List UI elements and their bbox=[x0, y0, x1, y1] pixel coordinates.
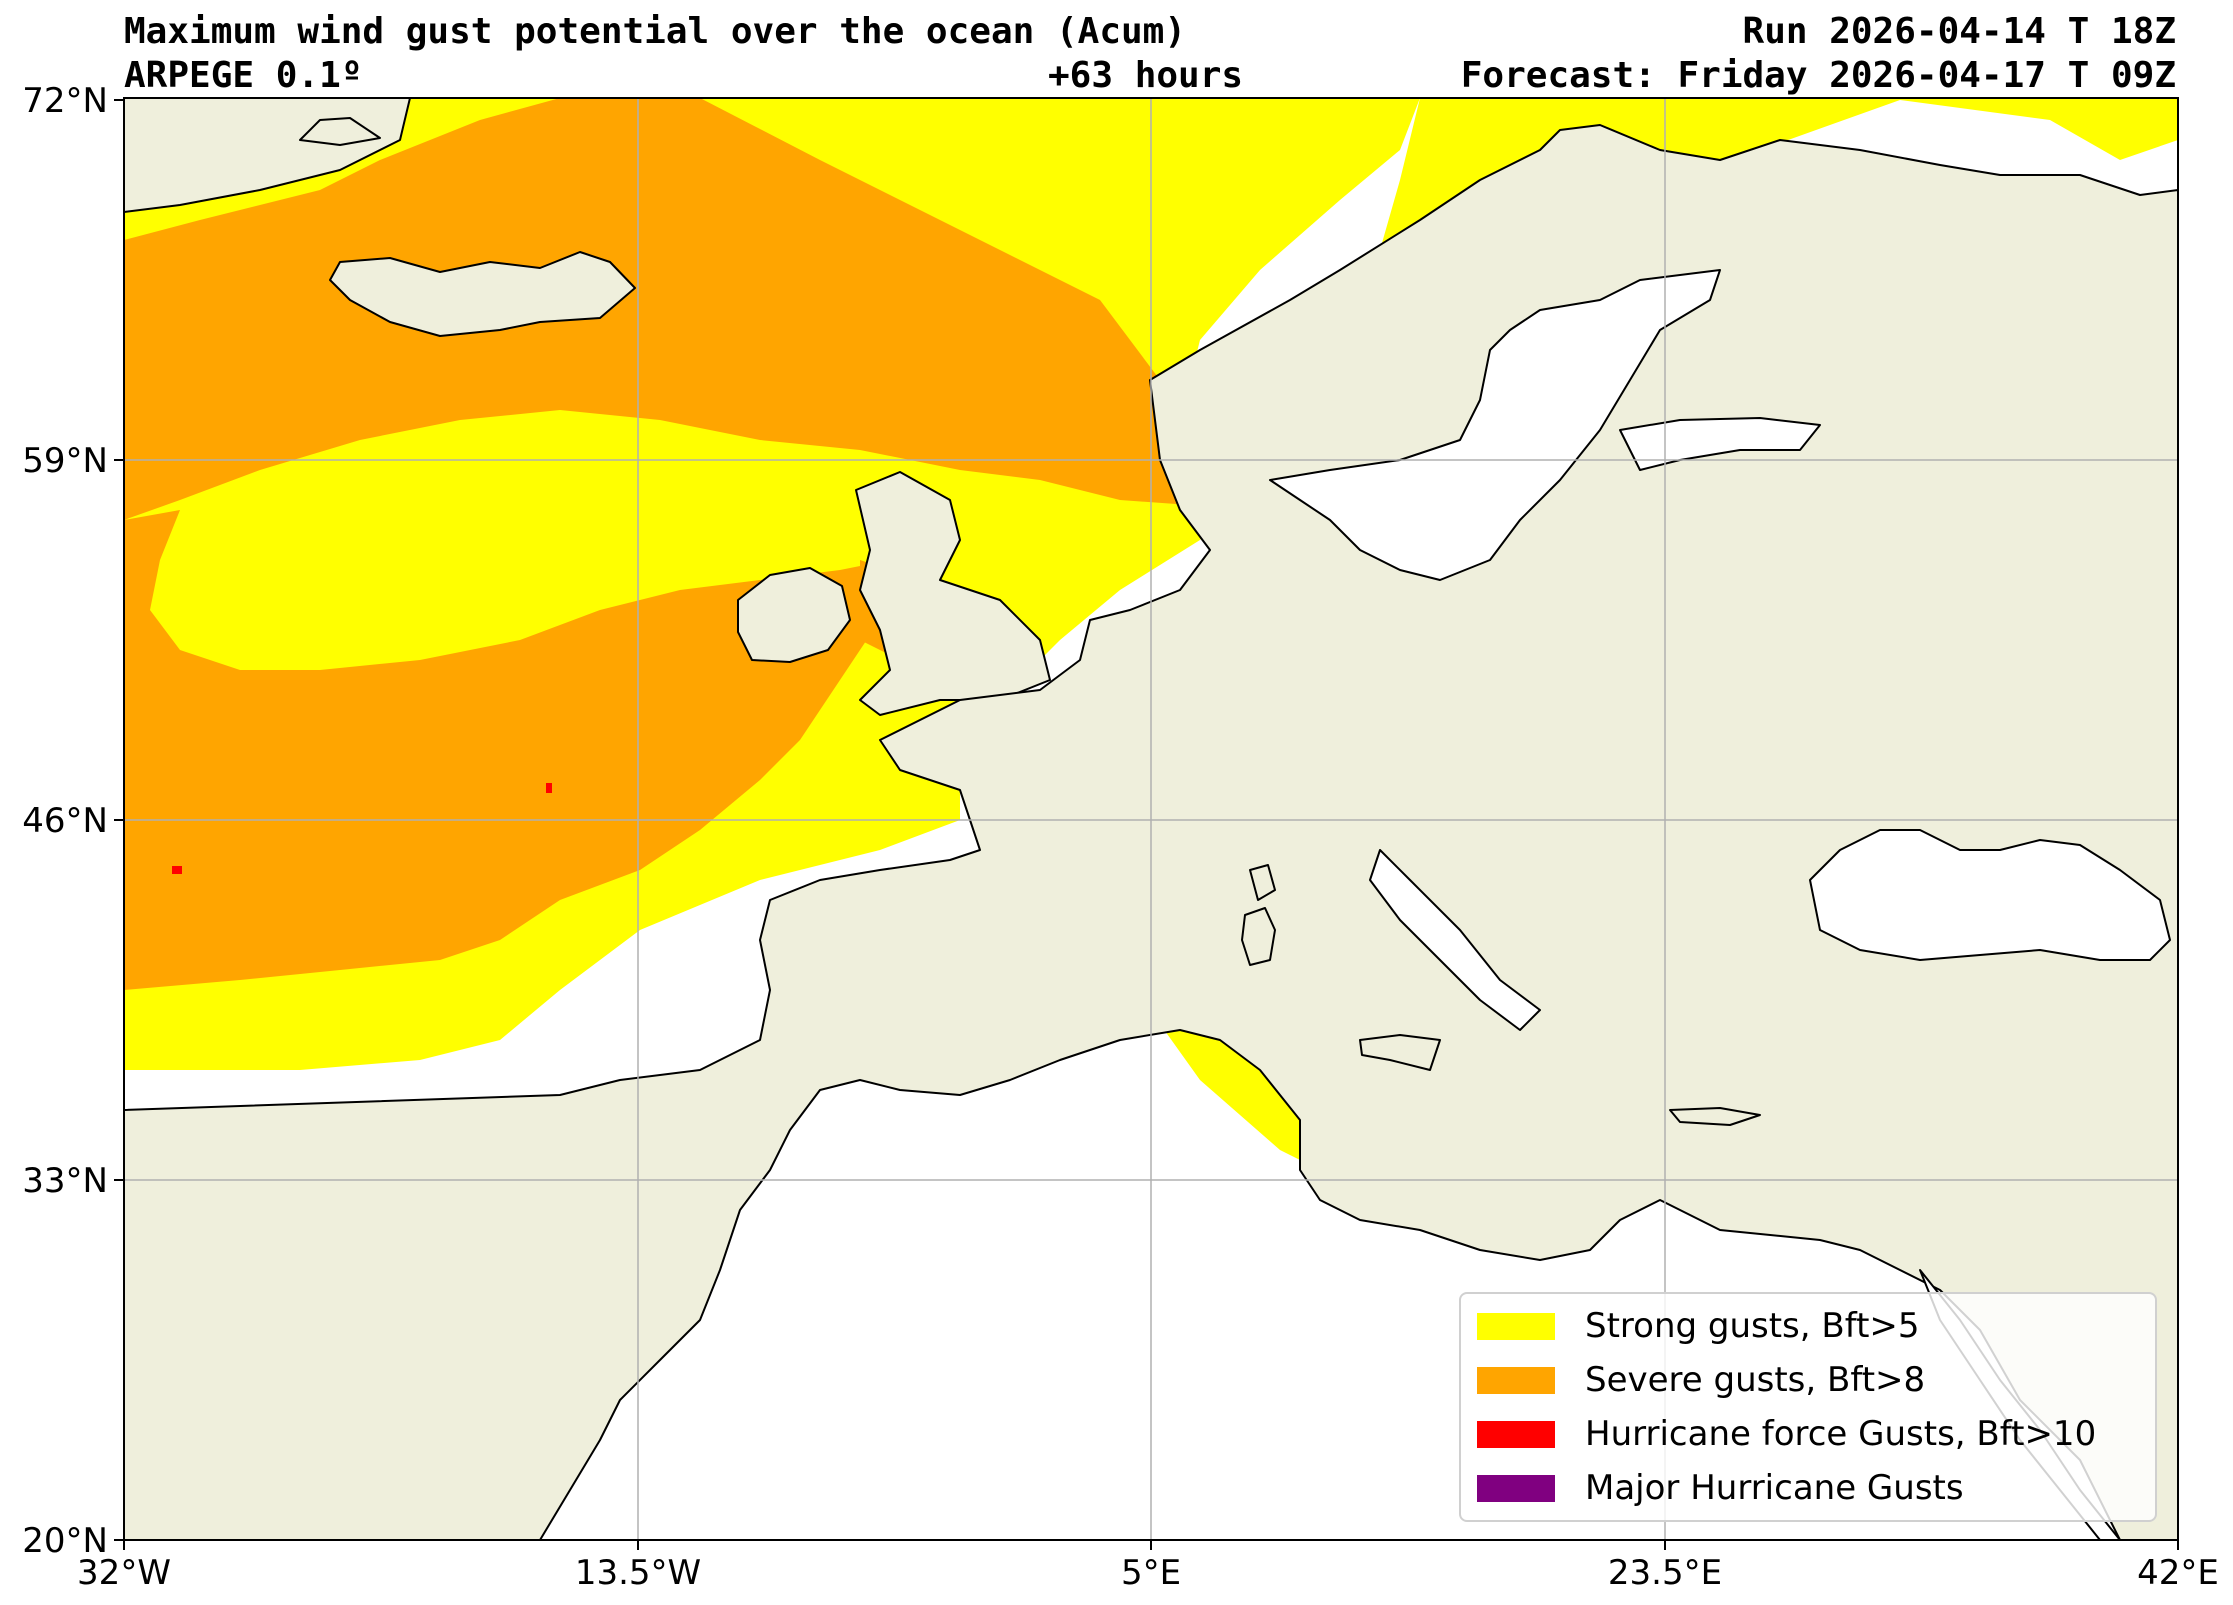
legend-swatch-strong bbox=[1477, 1312, 1555, 1340]
land-svalbard-jan-mayen bbox=[299, 117, 381, 146]
sea-adriatic bbox=[1369, 849, 1541, 1031]
land-ireland bbox=[737, 567, 851, 663]
legend-item-major-hurricane: Major Hurricane Gusts bbox=[1477, 1468, 1964, 1508]
tick-marks bbox=[114, 99, 2179, 1550]
legend-swatch-hurricane bbox=[1477, 1420, 1555, 1448]
forecast-label: Forecast: Friday 2026-04-17 T 09Z bbox=[1460, 55, 2176, 96]
lead-time-label: +63 hours bbox=[1048, 55, 1244, 96]
land-iceland bbox=[329, 251, 636, 337]
sea-bothnia-finland bbox=[1619, 417, 1821, 471]
map-title: Maximum wind gust potential over the oce… bbox=[124, 11, 1187, 52]
legend-label-strong: Strong gusts, Bft>5 bbox=[1585, 1306, 1920, 1346]
land-sardinia bbox=[1241, 907, 1276, 966]
legend-item-hurricane: Hurricane force Gusts, Bft>10 bbox=[1477, 1414, 2096, 1454]
lon-label-42e: 42°E bbox=[2137, 1553, 2219, 1593]
hurricane-gusts-atlantic-2 bbox=[546, 783, 552, 793]
sea-baltic bbox=[1269, 269, 1721, 581]
severe-gusts-north-atlantic bbox=[124, 98, 1200, 520]
legend-swatch-major-hurricane bbox=[1477, 1474, 1555, 1502]
legend: Strong gusts, Bft>5 Severe gusts, Bft>8 … bbox=[1459, 1292, 2157, 1522]
legend-item-strong: Strong gusts, Bft>5 bbox=[1477, 1306, 1920, 1346]
land-corsica bbox=[1249, 864, 1276, 901]
lat-label-59n: 59°N bbox=[22, 441, 108, 481]
legend-swatch-severe bbox=[1477, 1366, 1555, 1394]
lat-label-33n: 33°N bbox=[22, 1161, 108, 1201]
legend-label-hurricane: Hurricane force Gusts, Bft>10 bbox=[1585, 1414, 2097, 1454]
lon-label-13-5w: 13.5°W bbox=[574, 1553, 702, 1593]
legend-label-severe: Severe gusts, Bft>8 bbox=[1585, 1360, 1926, 1400]
legend-label-major-hurricane: Major Hurricane Gusts bbox=[1585, 1468, 1964, 1508]
land-sicily bbox=[1359, 1034, 1441, 1071]
lon-label-23-5e: 23.5°E bbox=[1607, 1553, 1723, 1593]
model-label: ARPEGE 0.1º bbox=[124, 55, 363, 96]
severe-gusts-swirl bbox=[124, 510, 890, 990]
lat-label-20n: 20°N bbox=[22, 1521, 108, 1561]
legend-item-severe: Severe gusts, Bft>8 bbox=[1477, 1360, 1925, 1400]
lon-label-5e: 5°E bbox=[1120, 1553, 1182, 1593]
lat-label-46n: 46°N bbox=[22, 801, 108, 841]
land-crete bbox=[1669, 1107, 1761, 1126]
gridlines bbox=[124, 98, 2178, 1540]
hurricane-gusts-atlantic bbox=[172, 866, 182, 874]
run-label: Run 2026-04-14 T 18Z bbox=[1742, 11, 2176, 52]
lon-label-32w: 32°W bbox=[77, 1553, 171, 1593]
sea-black-sea bbox=[1809, 829, 2171, 961]
lat-label-72n: 72°N bbox=[22, 81, 108, 121]
